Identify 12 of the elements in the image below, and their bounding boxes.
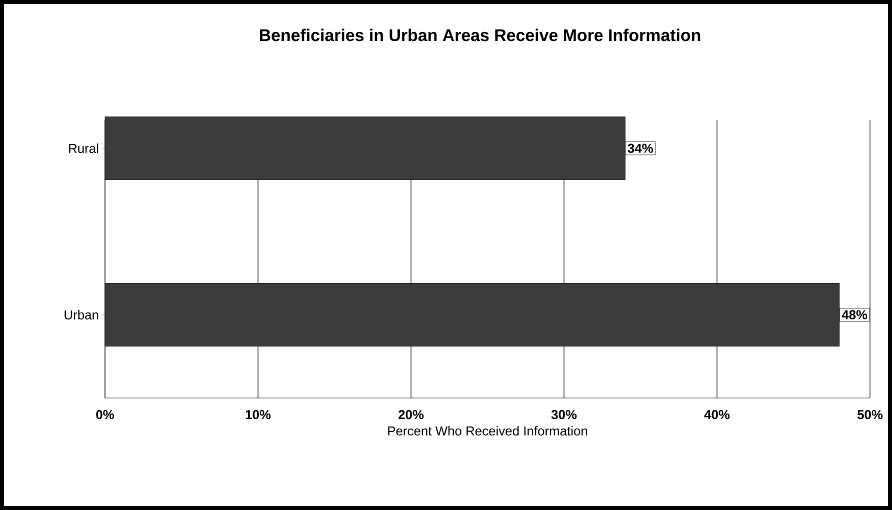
x-tick-label: 40% [704, 410, 730, 420]
y-tick-label: Rural [69, 144, 98, 154]
x-tick-label: 0% [96, 410, 114, 420]
x-tick-label: 30% [551, 410, 577, 420]
x-axis-title: Percent Who Received Information [388, 426, 588, 436]
x-tick-label: 20% [398, 410, 424, 420]
x-tick-label: 10% [246, 410, 271, 420]
data-label: 48% [842, 310, 868, 320]
y-tick-label: Urban [64, 310, 98, 320]
chart-title: Beneficiaries in Urban Areas Receive More Information [260, 28, 700, 42]
data-label: 34% [628, 144, 653, 153]
x-tick-label: 50% [857, 410, 883, 420]
